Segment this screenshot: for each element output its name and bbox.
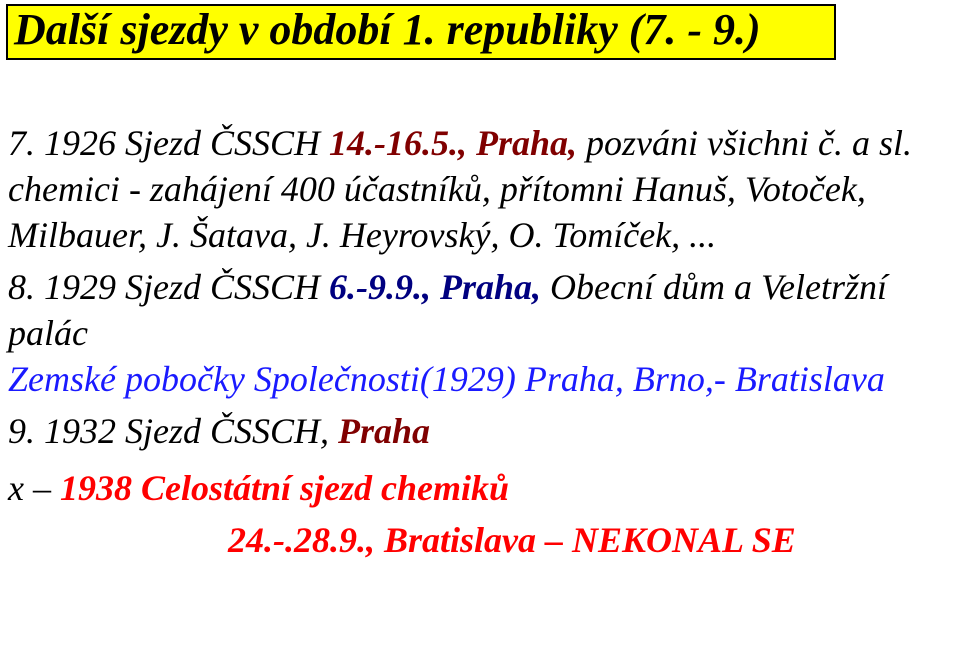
slide: Další sjezdy v období 1. republiky (7. -… xyxy=(0,0,960,660)
list-item: x – 1938 Celostátní sjezd chemiků xyxy=(8,465,940,511)
item9-lead: 9. 1932 Sjezd ČSSCH, xyxy=(8,411,338,451)
item8-lead: 8. 1929 Sjezd ČSSCH xyxy=(8,267,329,307)
spacer xyxy=(8,455,940,465)
itemx-emph: 1938 Celostátní sjezd chemiků xyxy=(60,468,509,508)
item9-emph: Praha xyxy=(338,411,430,451)
page-title: Další sjezdy v období 1. republiky (7. -… xyxy=(14,6,828,54)
item7-lead: 7. 1926 Sjezd ČSSCH xyxy=(8,123,329,163)
list-item: 9. 1932 Sjezd ČSSCH, Praha xyxy=(8,408,940,454)
title-box: Další sjezdy v období 1. republiky (7. -… xyxy=(6,4,836,60)
subnote: Zemské pobočky Společnosti(1929) Praha, … xyxy=(8,356,940,402)
itemx-lead: x – xyxy=(8,468,60,508)
list-item: 7. 1926 Sjezd ČSSCH 14.-16.5., Praha, po… xyxy=(8,120,940,258)
body-content: 7. 1926 Sjezd ČSSCH 14.-16.5., Praha, po… xyxy=(8,120,940,563)
list-item: 8. 1929 Sjezd ČSSCH 6.-9.9., Praha, Obec… xyxy=(8,264,940,356)
item7-emph: 14.-16.5., Praha, xyxy=(329,123,577,163)
item8-emph: 6.-9.9., Praha, xyxy=(329,267,541,307)
footer-line: 24.-.28.9., Bratislava – NEKONAL SE xyxy=(8,517,940,563)
